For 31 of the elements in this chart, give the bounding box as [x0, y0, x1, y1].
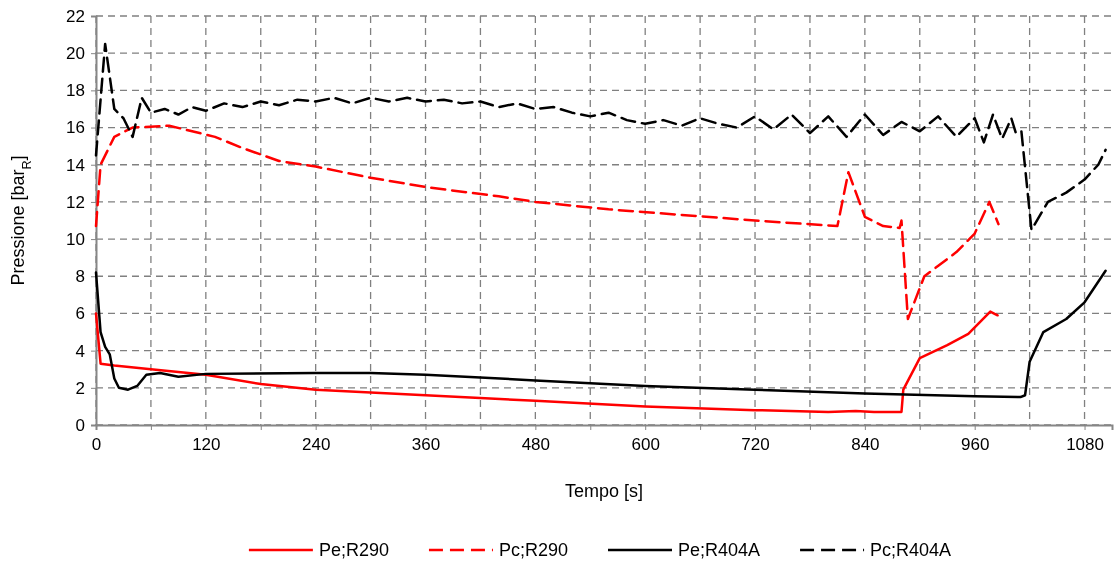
y-tick-label: 20 [66, 44, 85, 64]
legend-label: Pe;R404A [678, 540, 761, 560]
line-series [94, 269, 1107, 399]
legend-label: Pc;R290 [498, 540, 568, 560]
x-tick-label: 720 [741, 435, 770, 455]
line-series [94, 42, 1107, 232]
x-tick-label: 480 [521, 435, 551, 455]
y-tick-label: 10 [66, 230, 85, 250]
y-tick-label: 22 [66, 6, 85, 26]
legend-label: Pe;R290 [318, 540, 389, 560]
x-axis-title: Tempo [s] [564, 481, 644, 501]
x-tick-label: 120 [192, 435, 221, 455]
y-tick-label: 6 [75, 304, 85, 324]
x-tick-label: 600 [631, 435, 660, 455]
y-tick-label: 4 [75, 341, 85, 361]
y-tick-label: 0 [75, 415, 85, 435]
y-tick-label: 18 [66, 81, 85, 101]
y-tick-label: 2 [75, 378, 85, 398]
x-tick-label: 360 [411, 435, 441, 455]
x-tick-label: 240 [301, 435, 331, 455]
x-tick-label: 960 [961, 435, 990, 455]
x-tick-label: 840 [851, 435, 880, 455]
line-series [94, 310, 999, 414]
y-tick-label: 12 [66, 192, 85, 212]
y-tick-label: 14 [66, 155, 85, 175]
y-tick-label: 16 [66, 118, 85, 138]
legend-label: Pc;R404A [870, 540, 952, 560]
x-tick-label: 0 [91, 435, 102, 455]
x-tick-label: 1080 [1066, 435, 1104, 455]
y-tick-label: 8 [75, 267, 85, 287]
line-series [94, 124, 1000, 321]
